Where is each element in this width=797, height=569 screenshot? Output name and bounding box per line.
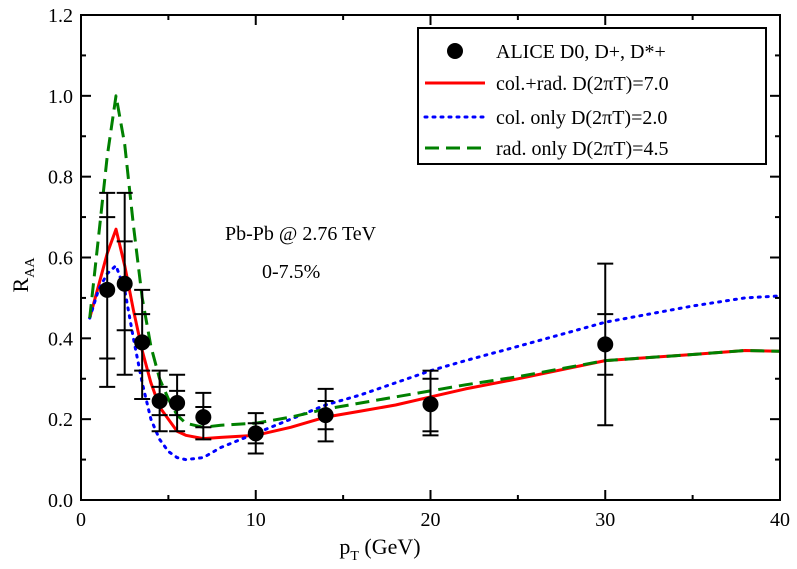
data-point-group [99, 191, 116, 388]
x-tick-label: 30 [595, 509, 615, 531]
data-point-group [151, 369, 168, 433]
data-point-group [247, 412, 264, 455]
x-axis-title: pT (GeV) [339, 534, 420, 564]
y-axis-title-main: R [8, 277, 33, 292]
data-point [151, 392, 168, 409]
y-tick-label: 1.0 [48, 86, 73, 108]
plot-border [80, 14, 781, 501]
y-tick-label: 0.0 [48, 490, 73, 512]
annotation-system: Pb-Pb @ 2.76 TeV [225, 223, 377, 245]
data-point [116, 275, 133, 292]
data-point-group [597, 262, 614, 427]
data-point [317, 407, 334, 424]
data-point [422, 396, 439, 413]
data-point-group [116, 191, 133, 376]
data-points [99, 191, 614, 455]
data-point-group [317, 387, 334, 443]
data-point [169, 395, 186, 411]
y-tick-label: 0.8 [48, 167, 73, 189]
plot-frame [80, 14, 781, 501]
data-point [247, 425, 264, 442]
x-axis-title-unit: (GeV) [359, 534, 421, 559]
curve-colrad [88, 227, 781, 441]
legend-marker-data [447, 43, 463, 59]
data-point [195, 409, 212, 426]
x-axis-title-main: p [339, 534, 350, 559]
data-point-group [195, 391, 212, 441]
data-point-group [134, 288, 151, 400]
data-point-group [169, 373, 186, 433]
axes-layer: 0 10 20 30 40 0.0 0.2 0.4 0.6 0.8 1.0 1.2 [48, 5, 790, 531]
y-tick-label: 0.4 [48, 328, 73, 350]
legend-label-rad: rad. only D(2πT)=4.5 [496, 138, 668, 160]
legend-label-colrad: col.+rad. D(2πT)=7.0 [496, 73, 669, 95]
y-tick-label: 0.2 [48, 409, 73, 431]
x-tick-label: 20 [421, 509, 441, 531]
data-point-group [422, 369, 439, 437]
y-axis-title: RAA [8, 257, 38, 293]
x-tick-label: 40 [770, 509, 790, 531]
data-point [597, 336, 614, 353]
data-point [134, 334, 151, 351]
legend-label-data: ALICE D0, D+, D*+ [496, 41, 666, 63]
x-axis-title-sub: T [350, 549, 359, 564]
y-tick-label: 0.6 [48, 248, 73, 270]
legend: ALICE D0, D+, D*+ col.+rad. D(2πT)=7.0 c… [417, 27, 767, 165]
data-point [99, 281, 116, 298]
y-axis-title-sub: AA [23, 257, 38, 278]
x-tick-label: 0 [76, 509, 86, 531]
curve-rad-only [88, 94, 781, 429]
y-tick-label: 1.2 [48, 5, 73, 27]
legend-box [417, 27, 767, 165]
x-tick-label: 10 [246, 509, 266, 531]
annotation-centrality: 0-7.5% [262, 261, 320, 283]
legend-label-col: col. only D(2πT)=2.0 [496, 107, 667, 129]
model-curves [88, 94, 782, 462]
curve-col-only [88, 264, 782, 462]
